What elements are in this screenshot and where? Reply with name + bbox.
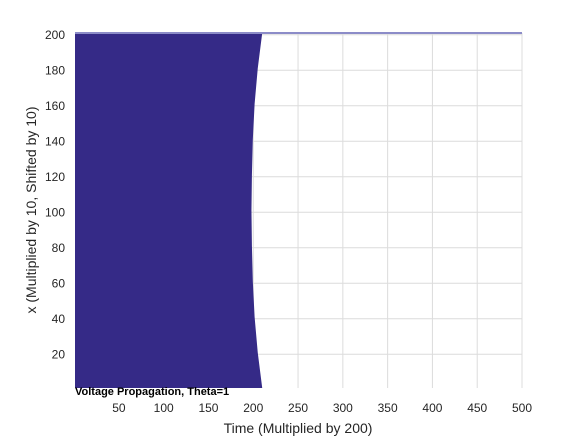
- y-tick-label: 160: [45, 99, 65, 113]
- x-tick-label: 200: [243, 401, 263, 415]
- y-tick-label: 180: [45, 63, 65, 77]
- x-tick-label: 250: [288, 401, 308, 415]
- x-tick-label: 350: [378, 401, 398, 415]
- x-tick-label: 450: [467, 401, 487, 415]
- y-tick-label: 20: [52, 347, 66, 361]
- x-tick-label: 500: [512, 401, 532, 415]
- x-tick-label: 300: [333, 401, 353, 415]
- wave-front-area: [75, 33, 263, 388]
- x-tick-label: 400: [422, 401, 442, 415]
- y-tick-labels: 20 40 60 80 100 120 140 160 180 200: [45, 28, 66, 361]
- y-tick-label: 60: [52, 276, 66, 290]
- y-tick-label: 40: [52, 312, 66, 326]
- y-tick-label: 80: [52, 241, 66, 255]
- y-tick-label: 140: [45, 134, 65, 148]
- y-tick-label: 100: [45, 205, 65, 219]
- x-axis-label: Time (Multiplied by 200): [224, 420, 373, 436]
- x-tick-label: 50: [112, 401, 126, 415]
- chart-title: Voltage Propagation, Theta=1: [75, 386, 229, 398]
- y-axis-label: x (Multiplied by 10, Shifted by 10): [23, 107, 39, 314]
- y-tick-label: 120: [45, 170, 65, 184]
- x-tick-label: 150: [198, 401, 218, 415]
- x-tick-labels: 50 100 150 200 250 300 350 400 450 500: [112, 401, 532, 415]
- x-tick-label: 100: [154, 401, 174, 415]
- y-tick-label: 200: [45, 28, 65, 42]
